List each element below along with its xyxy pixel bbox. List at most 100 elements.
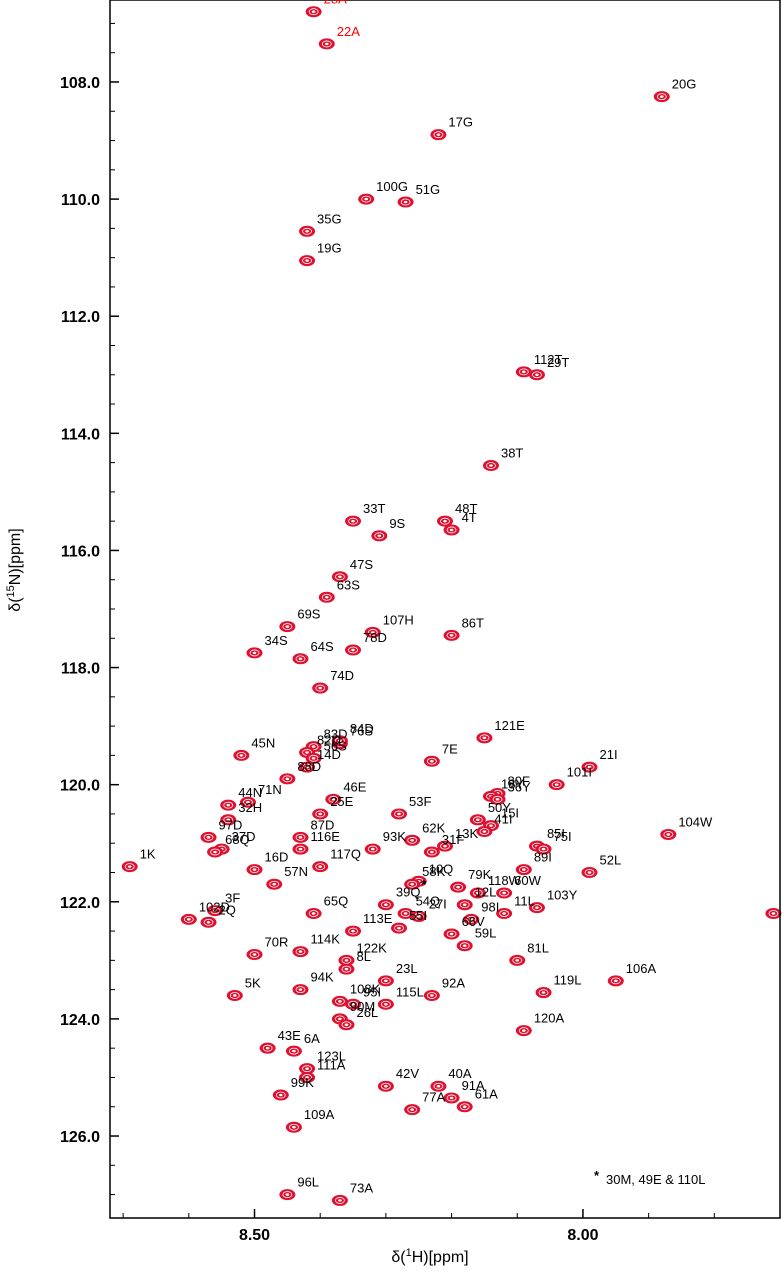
peak-label: 71N [258, 782, 282, 797]
peak-label: 47S [350, 557, 373, 572]
peak-70R [246, 948, 263, 960]
peak-label: 122K [356, 940, 387, 955]
peak-label: 91A [462, 1078, 485, 1093]
peak-label: 21I [600, 747, 618, 762]
peak-112T [515, 366, 532, 378]
peak-label: 98I [481, 899, 499, 914]
peak-label: 35G [317, 211, 342, 226]
peak-95I [345, 998, 362, 1010]
peak-122K [338, 954, 355, 966]
annotation-layer: * * 30M, 49E & 110L [421, 877, 705, 1187]
peak-label: 16D [265, 850, 289, 865]
y-tick-label: 110.0 [61, 192, 100, 209]
peak-14D [299, 761, 316, 773]
peak-label: 119L [554, 973, 582, 988]
peak-label: 44N [238, 785, 262, 800]
peak-label: 15I [501, 806, 519, 821]
peak-29T [528, 369, 545, 381]
peak-108K [331, 995, 348, 1007]
peak-label: 74D [330, 668, 354, 683]
peak-label: 106A [626, 961, 657, 976]
peak-label: 18Y [501, 776, 524, 791]
peak-62K [404, 834, 421, 846]
peak-59L [456, 940, 473, 952]
peak-label: 58K [422, 864, 445, 879]
peak-label: 29T [547, 355, 569, 370]
peak-34S [246, 647, 263, 659]
peak-60W [496, 887, 513, 899]
peak-81L [509, 954, 526, 966]
peak-106A [607, 975, 624, 987]
peak-label: 33T [363, 501, 385, 516]
peak-93K [364, 843, 381, 855]
peak-20G [653, 91, 670, 103]
peak-58K [404, 878, 421, 890]
y-axis-title: δ(15N)[ppm] [5, 528, 24, 611]
y-tick-label: 108.0 [60, 75, 100, 92]
peak-label: 85I [547, 826, 565, 841]
y-tick-label: 118.0 [61, 661, 100, 678]
peak-48T [437, 515, 453, 527]
peak-label: 1K [140, 847, 156, 862]
peak-16D [246, 864, 263, 876]
peak-label: 55I [409, 908, 427, 923]
peak-3F [207, 905, 224, 917]
peak-89I [515, 864, 532, 876]
plot-frame [109, 0, 781, 1219]
peak-label: 9S [389, 516, 405, 531]
annotation-note: 30M, 49E & 110L [606, 1172, 706, 1187]
peak-22A [318, 38, 335, 50]
peak-label: 90M [350, 999, 375, 1014]
peak-label: 76S [350, 724, 373, 739]
peak-label: 82D [317, 732, 341, 747]
peak-label: 3F [225, 891, 240, 906]
peak-104W [660, 828, 677, 840]
peak-42V [377, 1080, 394, 1092]
peak-105L [765, 908, 782, 919]
peak-label: 27I [429, 896, 447, 911]
peak-46E [325, 793, 342, 805]
peak-45N [233, 749, 250, 761]
peak-68Q [207, 846, 224, 858]
peak-label: 56S [324, 738, 347, 753]
peak-label: 70R [265, 934, 289, 949]
peak-36Y [489, 793, 506, 805]
peak-label: 7E [442, 741, 458, 756]
peak-label: 20G [672, 77, 697, 92]
peak-6A [285, 1045, 302, 1057]
peak-121E [476, 732, 493, 744]
peak-label: 104W [678, 814, 713, 829]
peak-label: 78D [363, 630, 387, 645]
peak-79K [450, 881, 467, 893]
peak-33T [345, 515, 362, 527]
x-axis-title: δ(1H)[ppm] [391, 1247, 468, 1266]
peak-label: 4T [462, 510, 477, 525]
peak-52L [581, 867, 598, 879]
peak-label: 66V [462, 914, 485, 929]
peak-41I [476, 826, 493, 838]
annotation-note-star: * [594, 1168, 600, 1183]
peak-107H [364, 626, 381, 638]
peak-17G [430, 129, 447, 141]
peak-92A [423, 989, 440, 1001]
peak-35G [299, 225, 316, 237]
peak-label: 87D [310, 817, 334, 832]
peak-label: 115L [396, 984, 424, 999]
peak-label: 94K [310, 970, 333, 985]
peak-label: 50Y [488, 800, 511, 815]
peak-label: 6A [304, 1031, 320, 1046]
peak-54Q [397, 908, 414, 919]
peak-4T [443, 524, 460, 536]
peak-40A [430, 1080, 447, 1092]
peak-label: 59L [475, 926, 497, 941]
peak-label: 52L [600, 853, 622, 868]
peak-label: 23L [396, 961, 418, 976]
y-tick-label: 124.0 [60, 1012, 100, 1029]
peak-28A [305, 6, 322, 18]
peak-label: 39Q [396, 885, 421, 900]
peak-119L [535, 987, 552, 999]
peak-label: 80F [508, 773, 530, 788]
